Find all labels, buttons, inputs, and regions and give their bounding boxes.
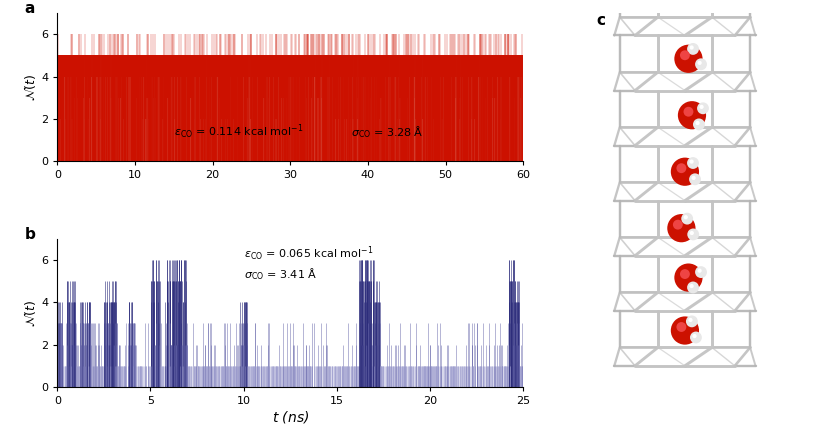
- Circle shape: [687, 43, 699, 55]
- Circle shape: [698, 269, 702, 273]
- Text: a: a: [25, 1, 35, 16]
- Circle shape: [674, 45, 703, 73]
- Circle shape: [691, 176, 695, 180]
- Circle shape: [690, 231, 694, 235]
- Circle shape: [695, 266, 707, 278]
- Circle shape: [689, 173, 701, 185]
- Circle shape: [684, 215, 688, 219]
- Circle shape: [690, 160, 694, 164]
- Text: c: c: [597, 13, 606, 28]
- Circle shape: [699, 105, 704, 109]
- Circle shape: [687, 228, 699, 240]
- Text: $\sigma_{\rm CO}$ = 3.41 Å: $\sigma_{\rm CO}$ = 3.41 Å: [244, 266, 317, 282]
- Circle shape: [693, 119, 705, 130]
- Circle shape: [698, 61, 702, 65]
- Circle shape: [671, 158, 699, 186]
- Circle shape: [681, 213, 693, 224]
- X-axis label: $t$ (ns): $t$ (ns): [272, 409, 309, 425]
- Circle shape: [684, 107, 694, 117]
- Circle shape: [671, 316, 699, 345]
- Circle shape: [688, 318, 693, 322]
- Text: $\varepsilon_{\rm CO}$ = 0.065 kcal mol$^{-1}$: $\varepsilon_{\rm CO}$ = 0.065 kcal mol$…: [244, 244, 373, 263]
- Circle shape: [678, 101, 706, 129]
- Circle shape: [673, 220, 683, 230]
- Circle shape: [676, 163, 686, 173]
- Text: b: b: [25, 227, 35, 242]
- Circle shape: [667, 214, 695, 242]
- Circle shape: [686, 316, 698, 327]
- Circle shape: [690, 46, 694, 49]
- Circle shape: [676, 322, 686, 332]
- Y-axis label: $\mathcal{N}(t)$: $\mathcal{N}(t)$: [22, 299, 38, 326]
- Circle shape: [690, 284, 694, 288]
- Circle shape: [680, 50, 690, 60]
- Circle shape: [695, 58, 707, 70]
- Circle shape: [687, 157, 699, 169]
- Text: $\varepsilon_{\rm CO}$ = 0.114 kcal mol$^{-1}$: $\varepsilon_{\rm CO}$ = 0.114 kcal mol$…: [174, 123, 303, 141]
- Circle shape: [674, 264, 703, 292]
- Circle shape: [697, 102, 709, 114]
- Circle shape: [695, 121, 699, 125]
- Y-axis label: $\mathcal{N}(t)$: $\mathcal{N}(t)$: [22, 74, 38, 101]
- Circle shape: [687, 282, 699, 293]
- Text: $\sigma_{\rm CO}$ = 3.28 Å: $\sigma_{\rm CO}$ = 3.28 Å: [351, 124, 423, 140]
- Circle shape: [692, 334, 697, 338]
- Circle shape: [680, 269, 690, 279]
- Circle shape: [690, 332, 702, 344]
